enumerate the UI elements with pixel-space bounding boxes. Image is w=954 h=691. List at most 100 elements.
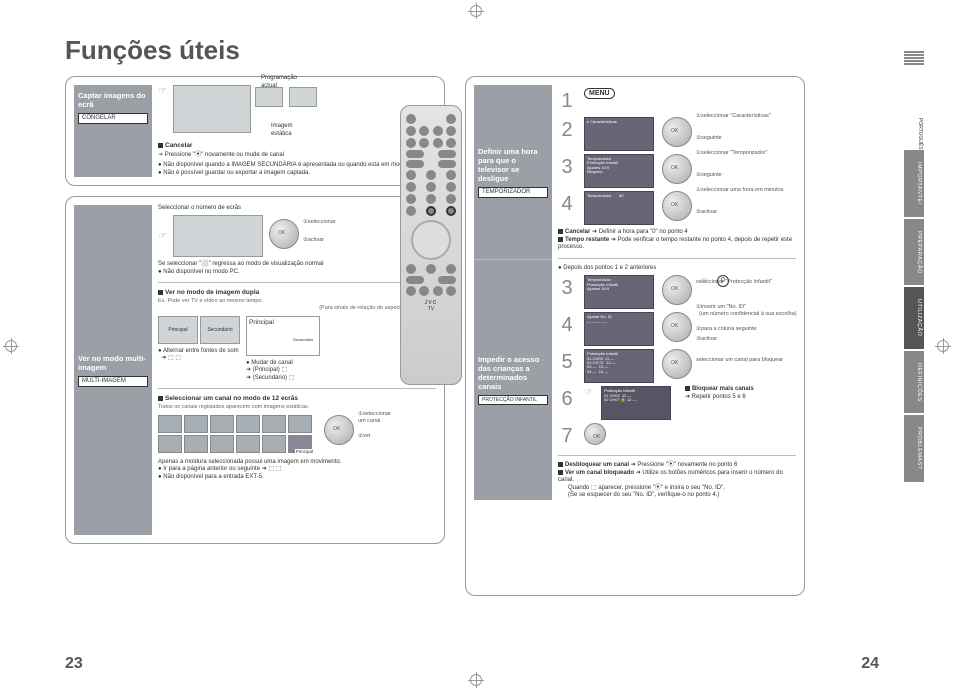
cl-step-5: 5 xyxy=(558,349,576,375)
cl-step-3: 3 xyxy=(558,275,576,301)
cl-step-6: 6 xyxy=(558,386,576,412)
dial-select-1 xyxy=(269,219,299,249)
tv-sub2 xyxy=(289,87,317,107)
menu-badge: MENU xyxy=(584,88,615,99)
freeze-note1: Não disponível quando a IMAGEM SECUNDÁRI… xyxy=(163,162,417,168)
desblo: Desbloquear um canal xyxy=(565,462,629,468)
s4a: seleccionar uma hora em minutos xyxy=(701,187,784,193)
s2a: seleccionar "Características" xyxy=(701,113,771,119)
panel-timer-header: Definir uma hora para que o televisor se… xyxy=(474,85,552,259)
mudar-canal: Mudar de canal xyxy=(251,360,292,366)
page-number-left: 23 xyxy=(65,655,83,673)
mini-screen-time: Temporizador 60 xyxy=(584,191,654,225)
remote-illustration: JVC TV xyxy=(400,105,462,385)
page-title: Funções úteis xyxy=(65,35,890,66)
mini-screen-caract: ▸ Características xyxy=(584,117,654,151)
cancelar-note: Pressione "⦿" novamente ou mude de canal xyxy=(158,152,284,158)
dupla-head: Ver no modo de imagem dupla xyxy=(165,289,259,296)
page-number-right: 24 xyxy=(861,655,879,673)
cl-s4b: (um número confidencial à sua escolha) xyxy=(699,311,797,317)
dial-s3 xyxy=(662,154,692,184)
cl-step-4: 4 xyxy=(558,312,576,338)
mc-principal: (Principal) xyxy=(253,367,280,373)
tv-multi-sel xyxy=(173,215,263,257)
panel-multi-header: Ver no modo multi-imagem MULTI-IMAGEM xyxy=(74,205,152,535)
panel-multi-tag: MULTI-IMAGEM xyxy=(78,376,148,387)
cancelar-label: Cancelar xyxy=(165,142,192,149)
lang-tab: PORTUGUÊS xyxy=(916,116,924,152)
hand-icon-2: ☞ xyxy=(158,230,167,243)
dial-select-2 xyxy=(324,415,354,445)
sel-ecras-label: Seleccionar o número de ecrãs xyxy=(158,205,436,213)
img-estatica-label: Imagem estática xyxy=(271,123,293,139)
cl-s4a: inserir um "No. ID" xyxy=(701,304,746,310)
sel12-sub: Todos os canais registados aparecem com … xyxy=(158,404,436,411)
cl-s5: seleccionar um canal para bloquear xyxy=(696,357,783,364)
mini-screen-cl5: Protecção Infantil01 CH03 11 —02 CH 07 1… xyxy=(584,349,654,383)
step-1: 1 xyxy=(558,88,576,114)
tv-current xyxy=(173,85,251,133)
cl-s4c: para a coluna seguinte xyxy=(701,326,757,332)
cl-cont: Depois dos pontos 1 e 2 anteriores xyxy=(563,265,656,271)
cl-s6b: Repetir pontos 5 e 6 xyxy=(692,394,746,400)
panel-right: Definir uma hora para que o televisor se… xyxy=(465,76,805,596)
box-secundario-1: Secundário xyxy=(200,316,240,344)
sel-note1: Se seleccionar "⬜" regressa ao modo de v… xyxy=(158,261,436,269)
dupla-sub: Ex. Pode ver TV e vídeo ao mesmo tempo. xyxy=(158,298,436,305)
grid-principal-label: Principal xyxy=(295,449,314,455)
mov-note: Apenas a moldura seleccionada possui uma… xyxy=(158,459,436,467)
verblo: Ver um canal bloqueado xyxy=(565,470,634,476)
panel-timer-tag: TEMPORIZADOR xyxy=(478,187,548,198)
grid-12-channels xyxy=(158,415,312,453)
dial2-sel: seleccionar um canal xyxy=(358,411,391,424)
verblo-n3: (Se se esquecer do seu "No. ID", verifiq… xyxy=(568,492,719,498)
hand-icon: ☞ xyxy=(158,85,167,98)
tempo-rest: Tempo restante xyxy=(565,237,609,243)
box-principal-1: Principal xyxy=(158,316,198,344)
step-3: 3 xyxy=(558,154,576,180)
cl-s4d: activar xyxy=(701,336,717,342)
cl-s6a: Bloquear mais canais xyxy=(692,386,754,392)
tab-utilizacao: UTILIZAÇÃO xyxy=(904,287,924,348)
register-mark-bottom xyxy=(470,674,482,686)
remote-tv-label: TV xyxy=(406,306,456,312)
dial-s2 xyxy=(662,117,692,147)
panel-multi-title: Ver no modo multi-imagem xyxy=(78,354,148,372)
hand-icon-cl6: ☞ xyxy=(584,386,593,399)
dial1-act: activar xyxy=(308,237,324,243)
s2b: seguinte xyxy=(701,135,722,141)
step-4: 4 xyxy=(558,191,576,217)
t-cancelar: Cancelar xyxy=(565,229,590,235)
panel-timer-title: Definir uma hora para que o televisor se… xyxy=(478,147,548,183)
dial-s4 xyxy=(662,191,692,221)
side-flag xyxy=(904,50,924,66)
panel-freeze-tag: CONGELAR xyxy=(78,113,148,124)
tab-problemas: PROBLEMAS? xyxy=(904,415,924,481)
register-mark-right xyxy=(937,340,949,352)
tab-preparacao: PREPARAÇÃO xyxy=(904,219,924,286)
panel-childlock-header: Impedir o acesso das crianças a determin… xyxy=(474,259,552,499)
alt-fontes: Alternar entre fontes de som xyxy=(163,348,239,354)
box-secundario-2: Secundário xyxy=(293,337,317,353)
s4b: activar xyxy=(701,209,717,215)
tab-importante: IMPORTANTE! xyxy=(904,150,924,217)
dial1-sel: seleccionar xyxy=(308,219,336,225)
step-2: 2 xyxy=(558,117,576,143)
side-tabs: IMPORTANTE! PREPARAÇÃO UTILIZAÇÃO DEFINI… xyxy=(904,150,924,482)
tab-definicoes: DEFINIÇÕES xyxy=(904,351,924,414)
box-principal-2: Principal xyxy=(249,319,295,347)
panel-multi: Ver no modo multi-imagem MULTI-IMAGEM Se… xyxy=(65,196,445,544)
ext5-note: Não disponível para a entrada EXT-5. xyxy=(163,474,263,480)
panel-freeze-title: Captar imagens do ecrã xyxy=(78,91,148,109)
dial2-ver: ver xyxy=(363,433,371,439)
register-mark-left xyxy=(5,340,17,352)
mini-screen-temp: TemporizadorProtecção InfantilAjustes 16… xyxy=(584,154,654,188)
mini-screen-cl6: Protecção Infantil01 CH03 11 —02 CH07 🔒 … xyxy=(601,386,671,420)
register-mark-top xyxy=(470,5,482,17)
s3b: seguinte xyxy=(701,172,722,178)
dial-cl7 xyxy=(584,423,606,445)
tv-sub1 xyxy=(255,87,283,107)
s3a: seleccionar "Temporizador" xyxy=(701,150,768,156)
panel-freeze-header: Captar imagens do ecrã CONGELAR xyxy=(74,85,152,177)
t-cancelar-note: Definir a hora para "0" no ponto 4 xyxy=(599,229,688,235)
